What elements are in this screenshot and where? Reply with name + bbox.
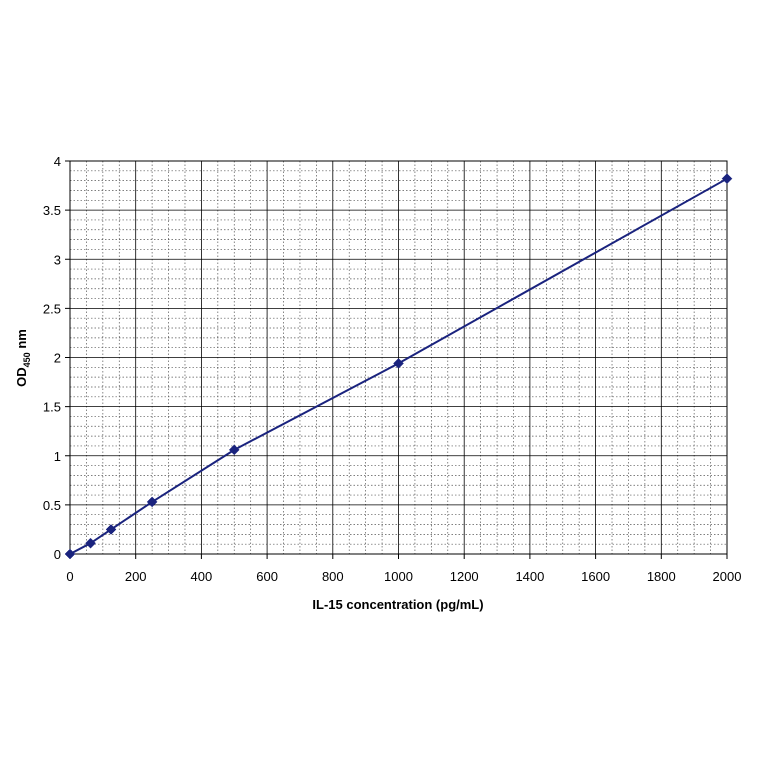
x-tick-label: 0 (66, 569, 73, 584)
y-axis-title-unit: nm (14, 329, 29, 352)
y-axis-ticks: 0 0.5 1 1.5 2 2.5 3 3.5 4 (43, 154, 70, 562)
x-tick-label: 1200 (450, 569, 479, 584)
y-tick-label: 1.5 (43, 400, 61, 415)
y-tick-label: 3.5 (43, 203, 61, 218)
x-tick-label: 1400 (515, 569, 544, 584)
y-tick-label: 1 (54, 449, 61, 464)
x-tick-label: 1800 (647, 569, 676, 584)
y-tick-label: 0 (54, 547, 61, 562)
data-point-marker (85, 537, 96, 549)
y-tick-label: 2 (54, 351, 61, 366)
x-tick-label: 2000 (713, 569, 742, 584)
y-tick-label: 3 (54, 252, 61, 267)
y-axis-title-subscript: 450 (22, 352, 32, 367)
y-axis-title-main: OD (14, 367, 29, 387)
x-tick-label: 1000 (384, 569, 413, 584)
y-tick-label: 4 (54, 154, 61, 169)
x-tick-label: 1600 (581, 569, 610, 584)
y-tick-label: 0.5 (43, 498, 61, 513)
x-tick-label: 600 (256, 569, 278, 584)
data-point-marker (393, 358, 404, 369)
data-point-marker (105, 524, 117, 535)
x-tick-label: 400 (191, 569, 213, 584)
x-tick-label: 200 (125, 569, 147, 584)
y-axis-title: OD450 nm (14, 329, 32, 387)
data-point-marker (228, 444, 240, 456)
data-point-marker (64, 548, 76, 560)
x-axis-title: IL-15 concentration (pg/mL) (312, 597, 483, 612)
x-axis-ticks: 0 200 400 600 800 1000 1200 1400 1600 1800 2000 (66, 554, 741, 584)
y-tick-label: 2.5 (43, 301, 61, 316)
x-tick-label: 800 (322, 569, 344, 584)
data-point-marker (146, 496, 158, 508)
data-point-marker (721, 173, 733, 185)
series-layer (64, 173, 733, 560)
